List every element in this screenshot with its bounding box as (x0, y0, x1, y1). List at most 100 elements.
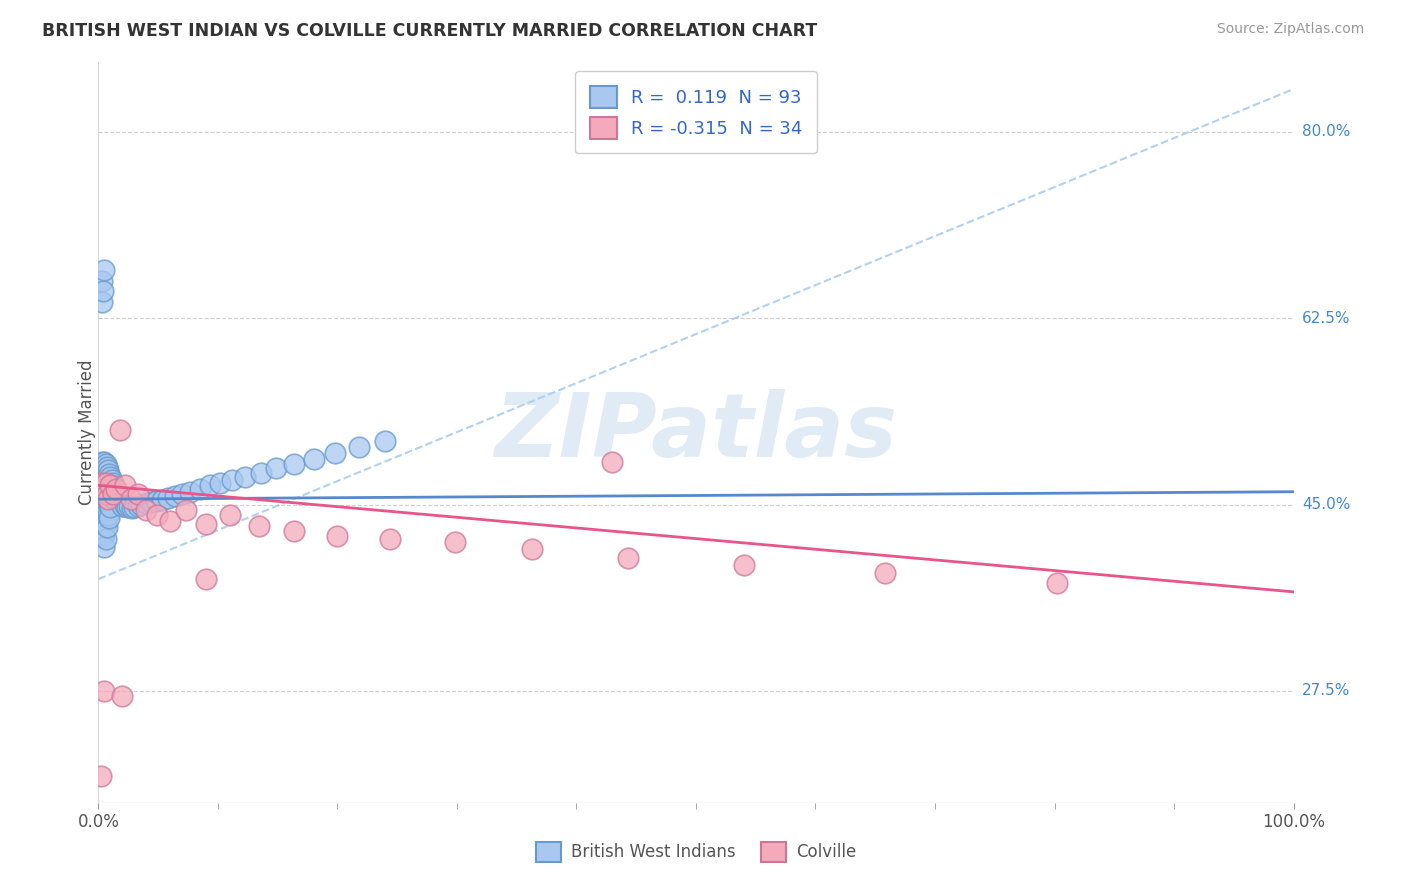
Point (91, 529, 114, 543)
Point (96, 460, 118, 475)
Point (146, 508, 169, 523)
Point (101, 476, 124, 491)
Text: 62.5%: 62.5% (1302, 310, 1350, 326)
Point (302, 451, 325, 466)
Point (135, 496, 157, 510)
Point (91, 503, 114, 517)
Point (93, 527, 115, 541)
Point (93, 514, 115, 528)
Point (103, 479, 125, 493)
Point (97, 493, 120, 508)
Y-axis label: Currently Married: Currently Married (79, 359, 96, 506)
Point (108, 492, 131, 507)
Point (127, 499, 149, 513)
Point (602, 455, 624, 469)
Point (145, 494, 167, 508)
Point (93, 455, 115, 469)
Point (873, 566, 896, 580)
Point (107, 490, 129, 504)
Point (91, 482, 114, 496)
Point (91, 489, 114, 503)
Point (98, 511, 121, 525)
Point (93, 263, 115, 277)
Point (91, 516, 114, 531)
Point (89, 529, 111, 543)
Point (96, 475, 118, 490)
Point (91, 471, 114, 485)
Point (195, 516, 218, 531)
Legend: British West Indians, Colville: British West Indians, Colville (530, 835, 862, 869)
Point (97, 508, 120, 523)
Point (108, 423, 131, 437)
Point (131, 498, 153, 512)
Point (163, 489, 186, 503)
Point (94, 472, 117, 486)
Point (98, 482, 121, 496)
Point (120, 492, 142, 507)
Point (90, 498, 112, 512)
Point (159, 514, 181, 528)
Text: ZIPatlas: ZIPatlas (495, 389, 897, 476)
Point (94, 476, 117, 491)
Point (90, 508, 112, 523)
Point (91, 498, 114, 512)
Point (89, 498, 111, 512)
Text: Source: ZipAtlas.com: Source: ZipAtlas.com (1216, 22, 1364, 37)
Point (100, 473, 122, 487)
Point (104, 483, 127, 498)
Point (114, 478, 136, 492)
Point (91, 285, 114, 299)
Point (98, 467, 121, 481)
Point (91, 476, 114, 491)
Point (105, 487, 128, 501)
Text: 80.0%: 80.0% (1302, 124, 1350, 139)
Point (172, 487, 194, 501)
Point (93, 540, 115, 554)
Point (347, 440, 370, 454)
Point (93, 484, 115, 499)
Point (93, 470, 115, 484)
Point (105, 482, 128, 496)
Point (96, 490, 118, 504)
Point (443, 534, 465, 549)
Point (283, 524, 305, 538)
Text: BRITISH WEST INDIAN VS COLVILLE CURRENTLY MARRIED CORRELATION CHART: BRITISH WEST INDIAN VS COLVILLE CURRENTL… (42, 22, 817, 40)
Point (283, 457, 305, 471)
Point (89, 514, 111, 528)
Point (91, 476, 114, 491)
Point (179, 484, 201, 499)
Point (733, 558, 755, 573)
Point (94, 457, 117, 471)
Point (97, 478, 120, 492)
Point (378, 532, 401, 546)
Point (127, 487, 149, 501)
Point (91, 487, 114, 501)
Point (156, 491, 179, 505)
Point (89, 482, 111, 496)
Point (150, 493, 173, 508)
Point (91, 460, 114, 475)
Point (98, 500, 122, 514)
Point (617, 550, 640, 565)
Point (90, 769, 112, 783)
Point (198, 478, 221, 492)
Point (250, 466, 273, 480)
Point (91, 524, 114, 538)
Point (188, 482, 211, 496)
Point (115, 500, 138, 514)
Point (93, 487, 115, 501)
Point (91, 455, 114, 469)
Point (94, 501, 117, 516)
Point (124, 500, 146, 514)
Point (174, 503, 197, 517)
Point (96, 520, 118, 534)
Point (139, 495, 162, 509)
Point (195, 572, 218, 586)
Point (118, 499, 141, 513)
Point (91, 295, 114, 310)
Point (323, 446, 346, 460)
Text: 27.5%: 27.5% (1302, 683, 1350, 698)
Point (114, 498, 136, 512)
Point (101, 487, 124, 501)
Point (219, 508, 242, 523)
